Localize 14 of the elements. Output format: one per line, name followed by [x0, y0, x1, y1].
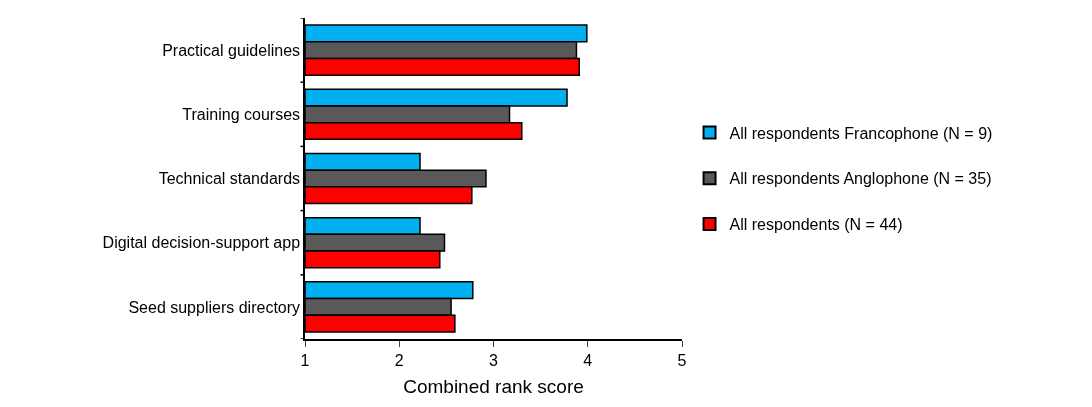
- x-tick-label: 5: [677, 351, 687, 369]
- x-tick-label: 3: [489, 351, 499, 369]
- x-tick-label: 2: [394, 351, 404, 369]
- legend-label: All respondents Francophone (N = 9): [729, 124, 993, 142]
- y-tick-label: Training courses: [182, 105, 301, 123]
- x-tick-label: 4: [583, 351, 593, 369]
- x-axis-title: Combined rank score: [403, 376, 584, 398]
- y-tick-label: Practical guidelines: [162, 41, 301, 59]
- x-tick-label: 1: [300, 351, 310, 369]
- legend-label: All respondents (N = 44): [729, 216, 903, 234]
- legend-label: All respondents Anglophone (N = 35): [729, 170, 992, 188]
- y-tick-label: Technical standards: [158, 170, 301, 188]
- y-tick-label: Seed suppliers directory: [128, 298, 301, 316]
- y-tick-label: Digital decision-support app: [102, 234, 301, 252]
